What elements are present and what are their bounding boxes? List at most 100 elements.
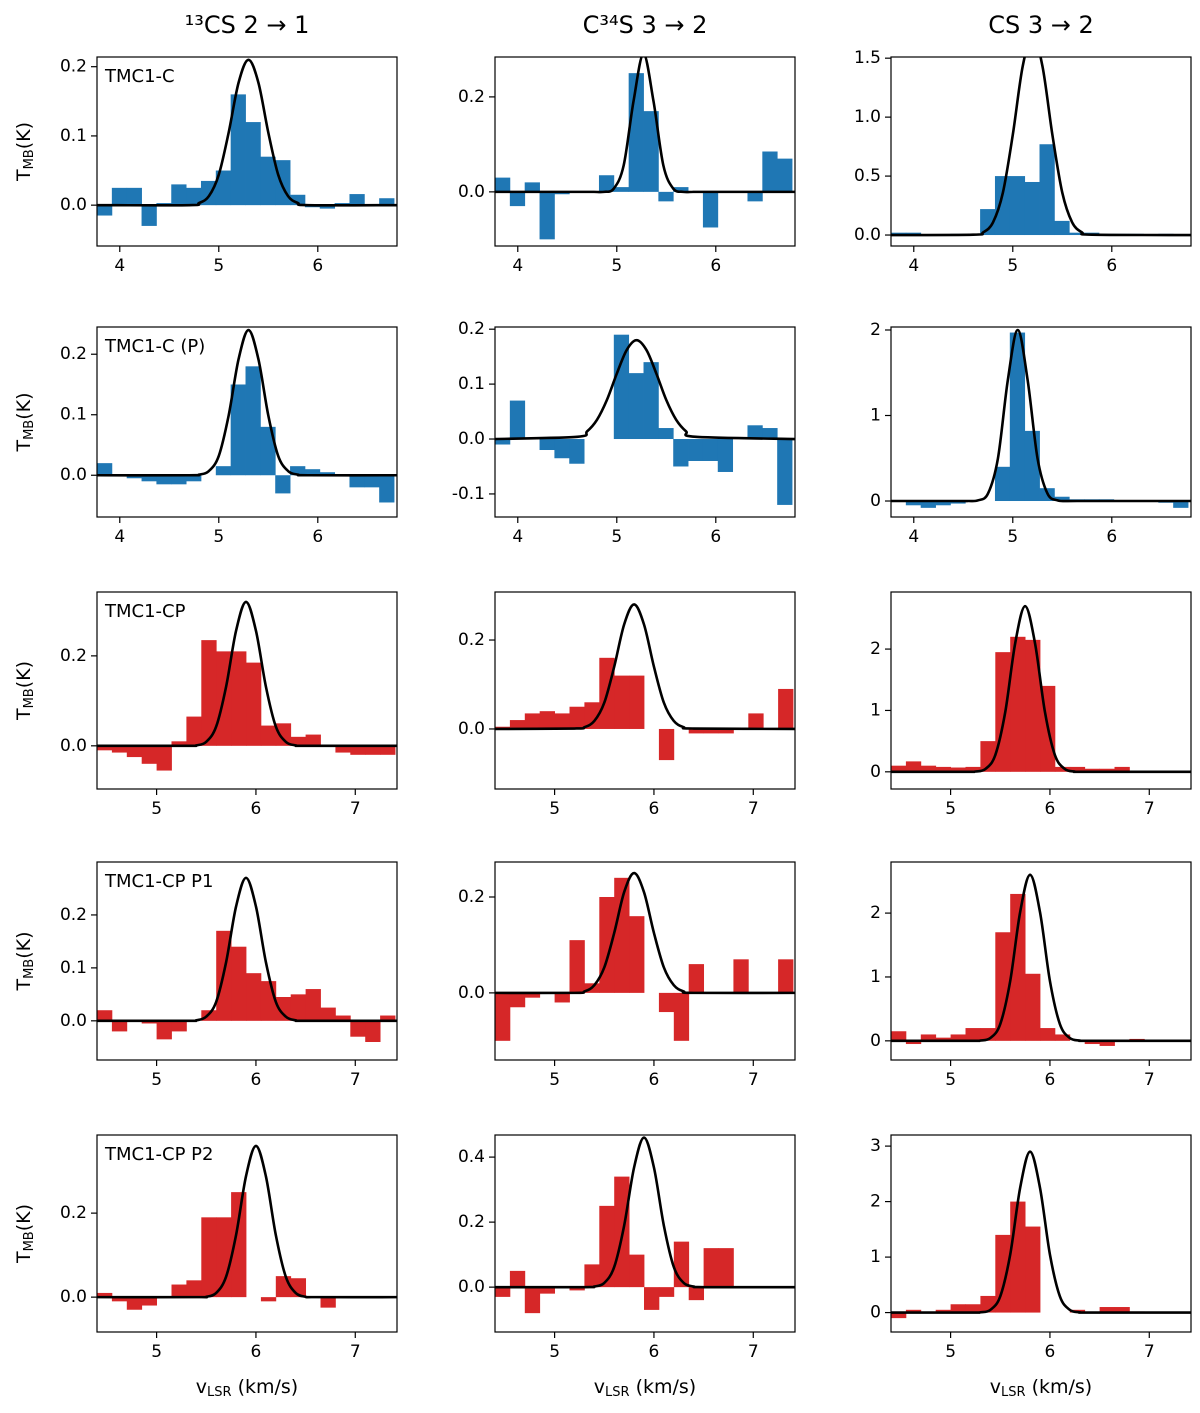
y-tick-label: 1	[870, 406, 881, 426]
y-tick-label: 0.2	[60, 344, 87, 364]
y-tick-label: 1	[870, 1247, 881, 1267]
bar	[290, 194, 306, 206]
panel: 0.0 0.2 0.4 5 6 7 vLSR (km/s)	[458, 1134, 796, 1400]
panel: 0.0 0.1 0.2 5 6 7 TMC1-CP P1 TMB(K)	[13, 861, 398, 1090]
y-tick-label: 1	[870, 700, 881, 720]
bar	[762, 151, 778, 192]
bar	[141, 475, 157, 482]
x-tick-label: 5	[1007, 256, 1018, 276]
plot-area	[495, 334, 795, 505]
axes-frame	[494, 591, 796, 790]
bar	[688, 439, 704, 461]
bar	[290, 994, 307, 1021]
bar	[688, 964, 705, 993]
axes-frame	[494, 326, 796, 518]
bar	[778, 959, 794, 993]
y-tick-label: 0.2	[60, 905, 87, 925]
bar	[891, 1031, 907, 1041]
bar	[584, 702, 600, 729]
y-tick-label: 1.0	[854, 107, 881, 127]
plot-area	[97, 58, 397, 226]
bar	[628, 373, 644, 440]
y-tick-label: 0	[870, 1031, 881, 1051]
bar	[629, 675, 645, 729]
bar	[495, 1287, 511, 1297]
y-tick-label: 0.2	[458, 630, 485, 650]
bar	[495, 992, 511, 1041]
x-tick-label: 5	[213, 256, 224, 276]
bar	[335, 1015, 351, 1021]
bar	[599, 1205, 615, 1288]
bar	[126, 1297, 143, 1310]
bar	[891, 765, 907, 772]
bar	[658, 1287, 675, 1297]
bar	[554, 713, 570, 729]
y-axis-label: TMB(K)	[13, 122, 37, 182]
bar	[777, 439, 793, 505]
bar	[658, 728, 675, 761]
x-tick-label: 5	[549, 799, 560, 819]
x-tick-label: 5	[945, 799, 956, 819]
bar	[935, 501, 951, 506]
fit-curve	[495, 603, 795, 731]
panel: 0.0 0.2 5 6 7 TMC1-CP P2 TMB(K) vLSR (km/s)	[13, 1134, 398, 1400]
x-tick-label: 4	[908, 527, 919, 547]
fit-curve	[97, 1144, 397, 1299]
bar	[97, 463, 113, 476]
bar	[171, 1020, 187, 1032]
y-tick-label: 2	[870, 1192, 881, 1212]
column-title: ¹³CS 2 → 1	[185, 11, 310, 39]
bar	[643, 362, 659, 440]
x-axis-label-unit: (km/s)	[1032, 1376, 1093, 1398]
x-axis-label: vLSR (km/s)	[594, 1376, 696, 1400]
axes-frame	[96, 326, 398, 518]
bar	[509, 191, 526, 207]
x-axis-label-main: v	[990, 1376, 1001, 1398]
bar	[246, 662, 262, 746]
bar	[260, 156, 276, 206]
bar	[747, 191, 763, 202]
plot-area	[97, 876, 397, 1042]
bar	[97, 745, 113, 751]
bar	[950, 767, 966, 772]
bar	[994, 176, 1011, 236]
bar	[1054, 766, 1071, 772]
bar	[539, 191, 555, 240]
bar	[186, 187, 202, 206]
x-axis-label-unit: (km/s)	[636, 1376, 697, 1398]
bar	[703, 728, 719, 734]
y-tick-label: 0.0	[458, 983, 485, 1003]
axes-frame	[96, 591, 398, 790]
x-axis-label-main: v	[594, 1376, 605, 1398]
y-axis-label-sub: MB	[22, 959, 37, 979]
y-tick-label: 0.1	[60, 958, 87, 978]
bar	[935, 1309, 952, 1313]
bar	[1114, 1307, 1130, 1313]
y-axis-label-main: T	[13, 1251, 35, 1264]
panel: 0.0 0.2 5 6 7 TMC1-CP TMB(K)	[13, 591, 398, 819]
bar	[935, 766, 952, 772]
bar	[777, 158, 793, 192]
bar	[1099, 1307, 1115, 1313]
x-axis-label-sub: LSR	[207, 1385, 232, 1400]
bar	[1040, 1028, 1056, 1041]
bar	[350, 1020, 366, 1037]
bar	[995, 1234, 1011, 1313]
bar	[643, 111, 659, 192]
bar	[111, 187, 128, 206]
y-tick-label: 0.5	[854, 166, 881, 186]
y-axis-label-sub: MB	[22, 1231, 37, 1251]
bar	[673, 187, 689, 192]
y-tick-label: 0.1	[60, 126, 87, 146]
bar	[171, 184, 187, 206]
bar	[365, 745, 381, 755]
y-axis-label-main: T	[13, 708, 35, 721]
bar	[380, 1015, 396, 1021]
x-tick-label: 6	[1045, 1070, 1056, 1090]
panel: 0.0 0.2 5 6 7	[458, 861, 796, 1090]
bar	[702, 191, 719, 228]
x-axis-label: vLSR (km/s)	[990, 1376, 1092, 1400]
bar	[965, 1304, 981, 1313]
bar	[141, 745, 158, 764]
y-axis-label-unit: (K)	[13, 392, 35, 419]
